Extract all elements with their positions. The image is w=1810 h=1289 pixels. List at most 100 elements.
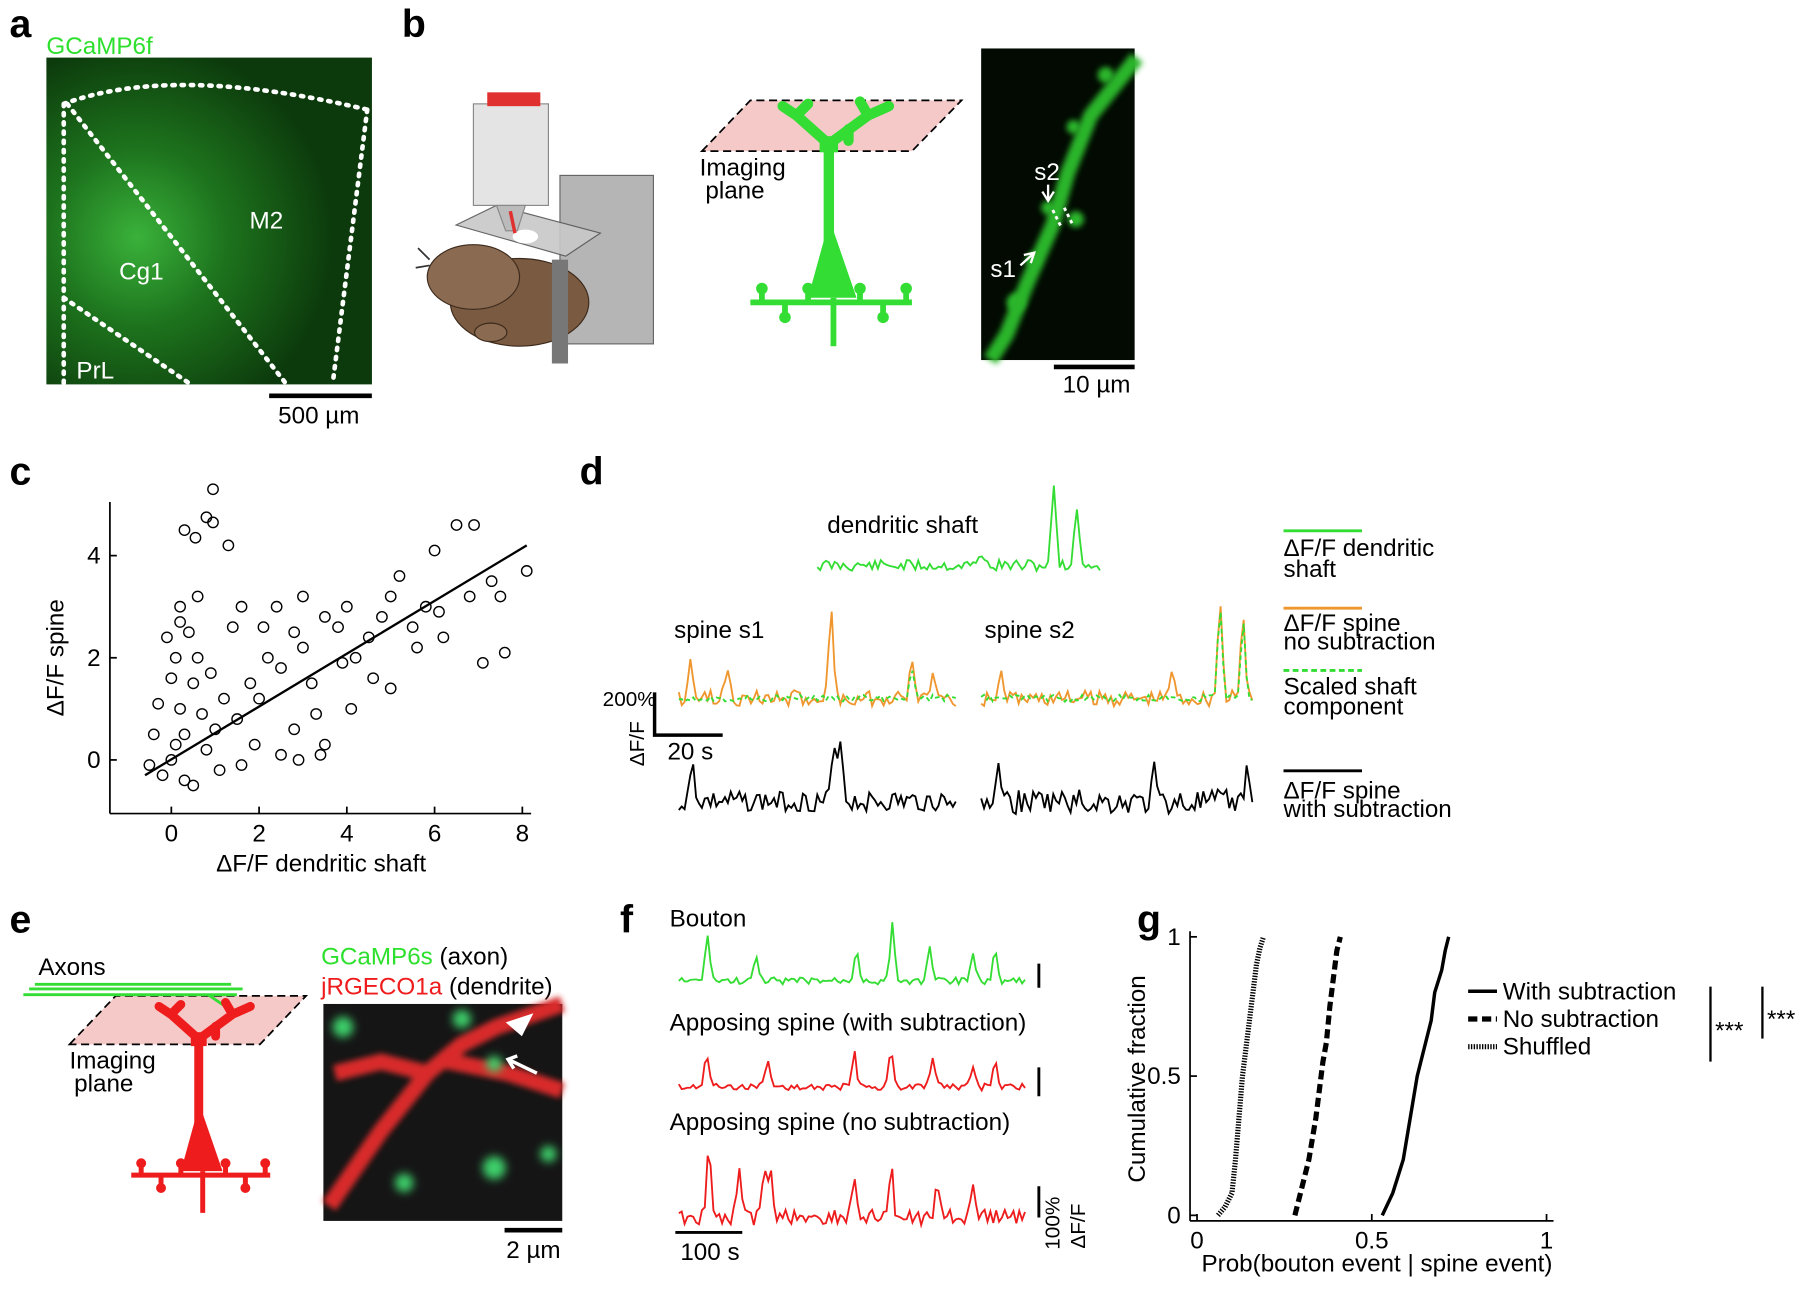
micrograph-signal [46,57,372,385]
trace-title: dendritic shaft [827,512,978,539]
indicator-target: (axon) [440,944,509,971]
point [207,483,219,496]
indicator: jRGECO1a [320,974,443,1001]
legend-label: With subtraction [1503,978,1677,1005]
point [226,621,239,634]
axons-label: Axons [38,954,105,981]
point [174,600,186,613]
point [411,641,423,654]
point [143,759,156,771]
trace [678,670,956,704]
point [384,682,397,695]
trace-title: Apposing spine (with subtraction) [670,1010,1027,1037]
panel-d: d dendritic shaft spine s1 spine s2 200%… [580,450,1452,823]
point [174,616,186,628]
panel-label: e [10,897,32,941]
panel-e: e Axons Imaging plane GCaMP6s (axon) jRG… [10,897,565,1264]
scale-bar-label: 2 µm [506,1237,560,1264]
point [174,702,186,715]
x-tick-label: 4 [340,820,353,847]
dendrite [984,53,1143,365]
legend-label: ΔF/F dendritic [1284,535,1435,562]
point [485,575,498,588]
point [340,600,353,613]
point [231,713,244,725]
trace [816,485,1101,574]
point [310,708,323,720]
point [384,590,397,603]
y-tick-label: 0.5 [1147,1063,1181,1090]
panel-g: g *** *** [1137,897,1796,1062]
indicator: GCaMP6s [321,944,433,971]
region-label: PrL [76,358,114,385]
boutons [332,1009,557,1193]
x-tick-label: 8 [516,820,529,847]
cdf-line [1380,936,1451,1217]
legend-label: No subtraction [1503,1006,1659,1033]
scale-bar-label: 100 s [680,1239,739,1266]
point [257,621,270,634]
micrograph [323,1003,563,1221]
scale-bar [652,692,723,737]
stain-label: GCaMP6f [46,33,153,60]
y-axis-label: Cumulative fraction [1124,975,1151,1182]
x-axis-label: Prob(bouton event | spine event) [1201,1251,1552,1278]
arrowhead [505,1013,534,1037]
y-tick-label: 2 [87,645,100,672]
point [476,656,489,669]
point [196,708,208,720]
x-axis-label: ΔF/F dendritic shaft [216,850,426,877]
point [270,600,283,613]
imaging-plane [67,995,309,1046]
point [437,631,450,644]
fit-line [144,544,528,777]
y-axis-label: ΔF/F spine [43,599,70,716]
cdf-line [1292,936,1343,1216]
indicator-label: jRGECO1a (dendrite) [320,974,553,1001]
point [248,738,261,751]
point [161,631,173,644]
arrow [1019,251,1036,267]
arrow [505,1054,538,1075]
x-tick-label: 2 [252,820,265,847]
scale-bar-label: 20 s [667,738,713,765]
x-tick-label: 1 [1540,1228,1553,1255]
legend-label: Shuffled [1503,1034,1591,1061]
point [494,590,507,603]
legend-label: with subtraction [1283,796,1452,823]
x-tick-label: 0.5 [1355,1228,1389,1255]
point [261,651,274,664]
indicator-label: GCaMP6s (axon) [321,944,508,971]
y-tick-label: 0 [87,747,100,774]
trace [980,606,1254,709]
point [244,677,257,690]
point [253,692,265,705]
legend-label: ΔF/F spine [1284,778,1401,805]
x-tick-label: 6 [428,820,441,847]
post [551,259,569,364]
point [178,774,191,787]
legend-label: component [1284,693,1404,720]
point [169,738,182,751]
point [182,626,195,639]
point [187,677,200,690]
point [520,565,533,577]
panel-label: a [10,2,33,46]
point [450,519,463,531]
y-tick-label: 1 [1167,924,1180,951]
objective [472,103,549,206]
point [147,728,160,741]
point [319,738,331,751]
plane-label: Imaging [70,1048,156,1075]
scale-bar-label: 100% [1042,1197,1065,1250]
point [156,769,169,782]
point [165,672,178,685]
point [349,651,362,664]
point [419,600,432,613]
panel-label: d [580,450,604,494]
point [468,519,480,531]
trace [678,1155,1026,1229]
plane-label: plane [705,177,764,204]
axons [23,982,243,1008]
